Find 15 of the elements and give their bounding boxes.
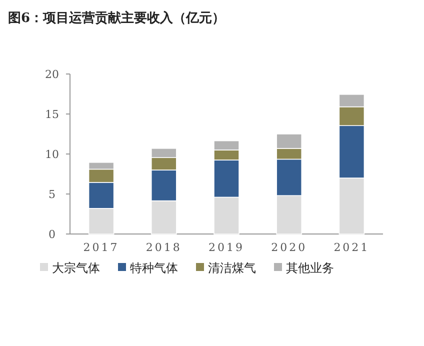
y-tick-label: 10 [45,148,59,161]
x-tick-label: 2019 [208,241,244,254]
legend-label: 清洁煤气 [208,261,256,275]
y-tick-label: 0 [48,228,56,241]
legend-label: 大宗气体 [52,261,100,275]
x-tick-label: 2021 [334,241,370,254]
chart-title: 图6：项目运营贡献主要收入（亿元） [8,10,226,26]
y-tick-label: 5 [48,188,56,201]
y-tick-label: 20 [45,68,59,81]
legend-label: 其他业务 [286,261,334,275]
legend-label: 特种气体 [130,261,178,275]
y-tick-label: 15 [45,108,59,121]
x-tick-label: 2020 [271,241,308,254]
x-tick-label: 2018 [146,241,182,254]
x-tick-label: 2017 [83,241,120,254]
